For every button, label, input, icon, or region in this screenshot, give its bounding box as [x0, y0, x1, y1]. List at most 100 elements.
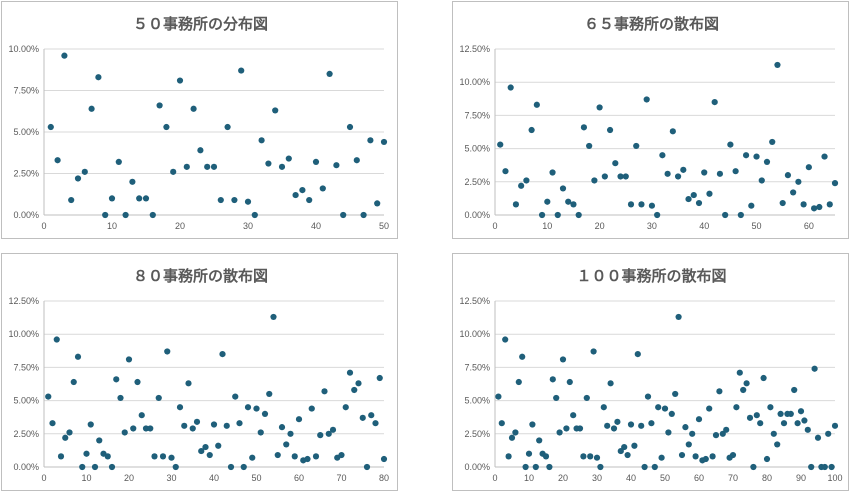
- data-point: [542, 453, 550, 460]
- data-point: [108, 463, 116, 471]
- x-tick-label: 0: [41, 473, 46, 483]
- data-point: [794, 420, 801, 427]
- data-point: [79, 463, 86, 471]
- data-point: [638, 422, 645, 429]
- data-point: [142, 425, 150, 432]
- data-point: [295, 416, 303, 423]
- data-point: [138, 412, 145, 419]
- data-point: [278, 424, 286, 431]
- data-point: [777, 410, 784, 417]
- data-point: [206, 451, 213, 459]
- data-point: [346, 123, 354, 131]
- data-point: [181, 422, 188, 429]
- x-tick-label: 80: [762, 473, 772, 483]
- y-tick-label: 7.50%: [13, 86, 39, 96]
- data-point: [790, 189, 797, 196]
- data-point: [189, 425, 196, 432]
- data-point: [231, 196, 238, 204]
- data-point: [507, 84, 514, 91]
- data-point: [624, 451, 631, 459]
- x-tick-label: 70: [728, 473, 738, 483]
- data-point: [519, 353, 526, 360]
- data-point: [742, 152, 750, 159]
- data-point: [238, 67, 245, 74]
- data-point: [240, 463, 247, 471]
- data-point: [380, 455, 388, 463]
- data-point: [706, 405, 713, 412]
- data-point: [249, 454, 256, 461]
- data-point: [814, 434, 822, 441]
- data-point: [495, 393, 502, 400]
- data-point: [372, 420, 379, 427]
- data-point: [758, 177, 765, 184]
- data-point: [374, 200, 381, 207]
- data-point: [117, 394, 124, 402]
- data-point: [804, 426, 811, 433]
- data-point: [113, 376, 120, 383]
- data-point: [627, 201, 635, 208]
- data-point: [654, 211, 661, 219]
- data-point: [627, 421, 635, 428]
- y-tick-label: 0.00%: [13, 210, 39, 220]
- data-point: [746, 414, 754, 421]
- y-tick-label: 5.00%: [464, 144, 490, 154]
- data-point: [142, 195, 150, 202]
- data-point: [570, 201, 577, 208]
- data-point: [702, 455, 709, 463]
- data-point: [757, 420, 764, 427]
- data-point: [750, 463, 757, 471]
- data-point: [172, 463, 179, 471]
- data-point: [601, 173, 608, 180]
- chart-panel-100: １００事務所の散布図 0.00% 2.50% 5.00% 7.50% 10.00% 12.5…: [452, 253, 849, 491]
- data-point: [299, 187, 306, 194]
- data-point: [729, 451, 737, 459]
- x-tick-label: 60: [294, 473, 304, 483]
- data-point: [692, 453, 699, 460]
- data-point: [287, 430, 294, 437]
- data-point: [57, 453, 65, 460]
- data-point: [566, 378, 573, 386]
- data-point: [257, 429, 264, 436]
- data-point: [122, 211, 129, 219]
- data-point: [784, 172, 792, 179]
- x-tick-label: 70: [336, 473, 346, 483]
- data-point: [565, 198, 572, 205]
- data-point: [528, 126, 535, 134]
- x-tick-label: 60: [694, 473, 704, 483]
- data-point: [638, 201, 645, 208]
- data-point: [680, 166, 687, 173]
- data-point: [512, 201, 520, 208]
- y-tick-label: 7.50%: [464, 110, 490, 120]
- data-point: [536, 437, 543, 444]
- x-tick-label: 10: [542, 221, 552, 231]
- data-point: [675, 313, 682, 321]
- data-point: [134, 378, 141, 386]
- data-point: [563, 425, 570, 432]
- data-point: [68, 196, 75, 204]
- data-point: [631, 442, 638, 449]
- data-point: [151, 453, 158, 460]
- x-tick-label: 0: [41, 221, 46, 231]
- x-tick-label: 0: [492, 473, 497, 483]
- x-tick-label: 10: [81, 473, 91, 483]
- data-point: [227, 463, 235, 471]
- data-point: [54, 157, 61, 164]
- data-point: [763, 455, 771, 463]
- data-point: [108, 195, 116, 202]
- data-point: [716, 170, 724, 177]
- chart-title: ８０事務所の散布図: [133, 267, 268, 285]
- data-point: [62, 434, 69, 441]
- y-tick-label: 10.00%: [8, 329, 39, 339]
- data-point: [224, 123, 231, 131]
- data-point: [308, 405, 315, 412]
- data-point: [278, 163, 286, 170]
- data-point: [743, 380, 750, 387]
- data-point: [355, 380, 362, 387]
- data-point: [185, 380, 192, 387]
- data-point: [723, 426, 730, 433]
- data-point: [88, 105, 95, 112]
- data-point: [319, 185, 326, 192]
- data-point: [669, 128, 676, 135]
- data-point: [760, 374, 767, 382]
- data-point: [115, 158, 122, 165]
